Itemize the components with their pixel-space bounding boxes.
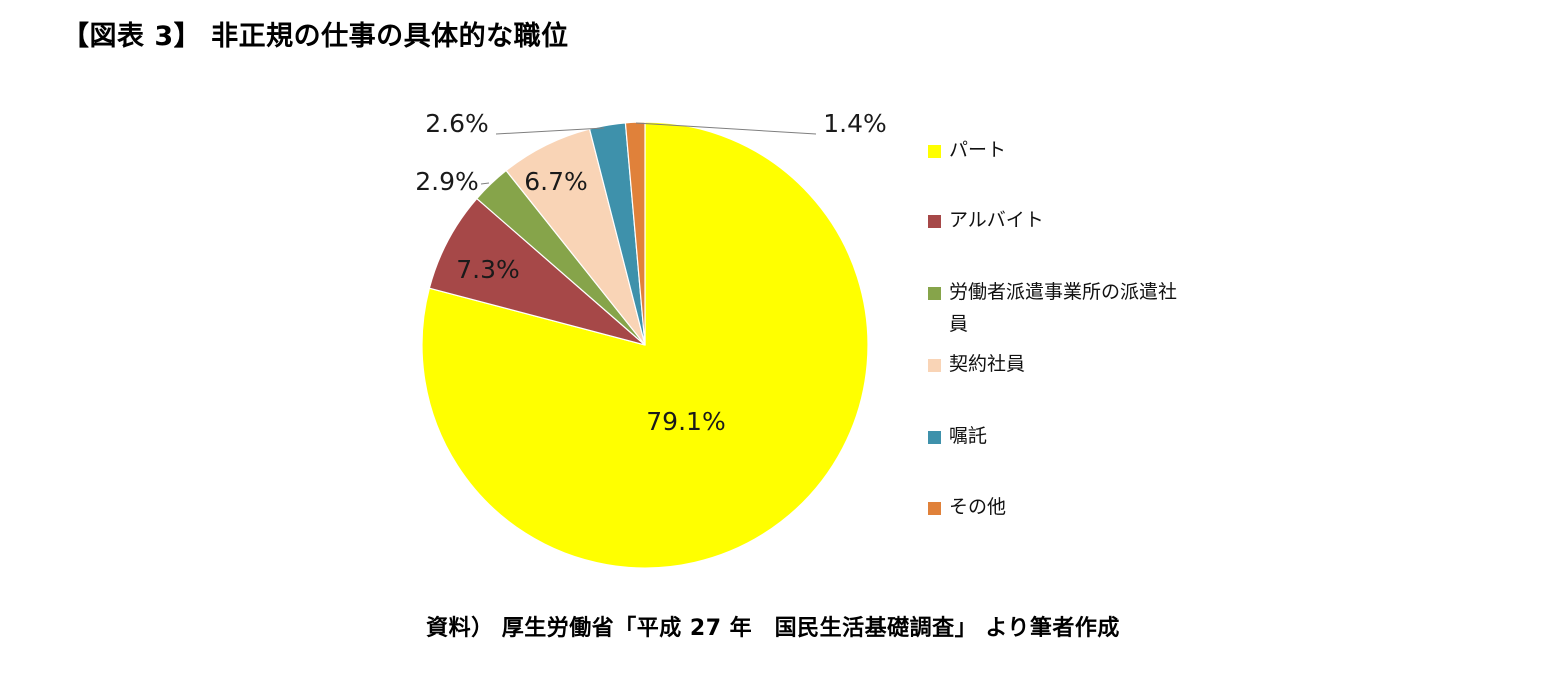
data-label-shokutaku: 2.6% bbox=[425, 109, 489, 138]
leader-line-shokutaku bbox=[495, 127, 605, 135]
leader-line-sonota bbox=[635, 122, 817, 135]
legend-swatch bbox=[928, 287, 941, 300]
leader-line-haken bbox=[480, 182, 490, 185]
data-labels-group: 79.1% 7.3% 2.9% 6.7% 2.6% 1.4% bbox=[415, 109, 887, 436]
legend-label: パート bbox=[949, 139, 1007, 161]
legend-swatch bbox=[928, 502, 941, 515]
legend-swatch bbox=[928, 431, 941, 444]
legend-label: その他 bbox=[949, 496, 1007, 518]
source-note: 資料） 厚生労働省「平成 27 年 国民生活基礎調査」 より筆者作成 bbox=[426, 616, 1120, 641]
data-label-arubaito: 7.3% bbox=[456, 255, 520, 284]
data-label-part: 79.1% bbox=[646, 407, 725, 436]
figure-title: 【図表 3】 非正規の仕事の具体的な職位 bbox=[62, 21, 569, 52]
pie-slices-group bbox=[421, 121, 869, 569]
slice-arubaito bbox=[428, 197, 646, 346]
legend-label: 契約社員 bbox=[949, 353, 1026, 375]
legend-item-haken: 労働者派遣事業所の派遣社員 bbox=[928, 281, 1189, 340]
legend-swatch bbox=[928, 215, 941, 228]
legend-item-sonota: その他 bbox=[928, 496, 1189, 523]
chart-legend: パートアルバイト労働者派遣事業所の派遣社員契約社員嘱託その他 bbox=[928, 0, 1228, 600]
legend-label: アルバイト bbox=[949, 209, 1044, 231]
legend-item-part: パート bbox=[928, 139, 1189, 166]
data-label-keiyaku: 6.7% bbox=[524, 167, 588, 196]
legend-label: 嘱託 bbox=[949, 425, 988, 447]
legend-swatch bbox=[928, 359, 941, 372]
leader-lines-group bbox=[480, 122, 817, 185]
legend-item-keiyaku: 契約社員 bbox=[928, 353, 1189, 380]
legend-item-arubaito: アルバイト bbox=[928, 209, 1189, 236]
legend-swatch bbox=[928, 145, 941, 158]
legend-label: 労働者派遣事業所の派遣社員 bbox=[949, 281, 1178, 335]
data-label-haken: 2.9% bbox=[415, 167, 479, 196]
slice-sonota bbox=[624, 121, 646, 346]
legend-item-shokutaku: 嘱託 bbox=[928, 425, 1189, 452]
data-label-sonota: 1.4% bbox=[823, 109, 887, 138]
